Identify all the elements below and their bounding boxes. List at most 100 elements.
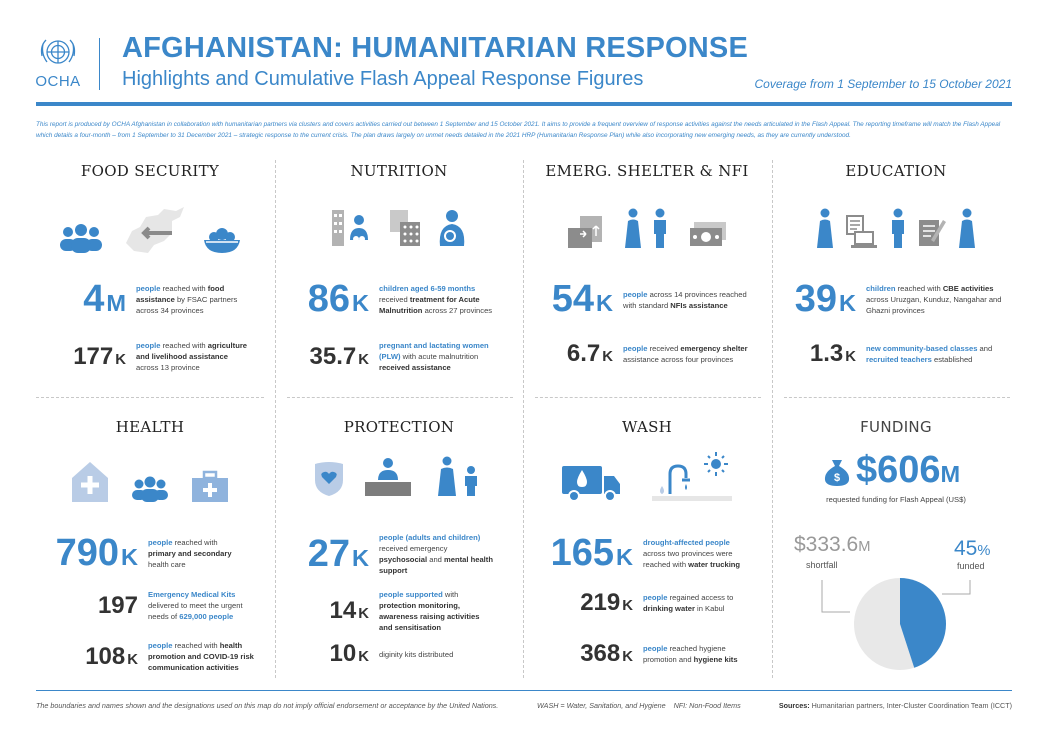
- stat-number: 6.7 K: [566, 340, 613, 367]
- svg-text:$: $: [834, 472, 840, 484]
- protection-stat-1: 27K people (adults and children) receive…: [281, 532, 497, 576]
- people-group-icon: [60, 224, 102, 253]
- food-stat-1: 4M people reached with food assistance b…: [34, 278, 246, 321]
- stat-description: people regained access to drinking water…: [643, 593, 734, 613]
- nfi-boxes-icon: [568, 216, 602, 248]
- page-title: AFGHANISTAN: HUMANITARIAN RESPONSE: [122, 32, 748, 64]
- food-bowl-icon: [204, 228, 240, 253]
- row-divider: [287, 397, 513, 398]
- ocha-logo: OCHA: [30, 34, 86, 90]
- exercise-book-icon: [919, 220, 946, 246]
- stat-number: 86K: [307, 278, 369, 320]
- supplement-child-icon: [332, 210, 368, 246]
- protection-stat-3: 10 K diginity kits distributed: [281, 640, 495, 668]
- money-bag-icon: $: [824, 460, 850, 486]
- stat-number: 10 K: [329, 640, 369, 667]
- stat-description: new community-based classes and recruite…: [866, 344, 993, 364]
- shortfall-amount: $333.6M: [794, 533, 871, 556]
- cluster-nutrition: NUTRITION 86K children aged 6-59 months …: [275, 0, 523, 741]
- column-divider: [523, 160, 524, 678]
- protection-icons: [275, 456, 523, 498]
- column-divider: [772, 160, 773, 678]
- stat-number: 4M: [83, 278, 126, 320]
- health-stat-3: 108 K people reached with health promotio…: [34, 640, 258, 673]
- pie-slice-shortfall: [854, 578, 915, 670]
- logo-text: OCHA: [35, 73, 81, 90]
- cluster-title: NUTRITION: [350, 162, 448, 180]
- nutrition-stat-1: 86K children aged 6-59 months received t…: [281, 278, 495, 321]
- intro-text: This report is produced by OCHA Afghanis…: [36, 121, 1001, 139]
- wash-stat-2: 219 K people regained access to drinking …: [529, 589, 753, 617]
- shelter-icons: [523, 208, 771, 250]
- stat-number: 197: [97, 591, 138, 619]
- stat-number: 27K: [307, 532, 369, 575]
- stat-description: pregnant and lactating women (PLW) with …: [379, 341, 489, 372]
- footer-sources: Sources: Humanitarian partners, Inter-Cl…: [778, 701, 1012, 710]
- cluster-title: PROTECTION: [343, 418, 455, 436]
- funding-requested-amount: $606M: [856, 449, 961, 491]
- education-stat-2: 1.3 K new community-based classes and rec…: [776, 340, 1002, 368]
- cluster-food-security: FOOD SECURITY 4M people reached with foo…: [26, 0, 274, 741]
- stat-description: diginity kits distributed: [379, 649, 454, 659]
- header-separator: [99, 38, 100, 90]
- stat-number: 108 K: [85, 642, 138, 670]
- stat-description: people received emergency shelter assist…: [623, 344, 748, 364]
- girl-student-icon: [959, 208, 975, 248]
- stat-number: 177 K: [73, 342, 126, 370]
- stat-description: people reached with food assistance by F…: [136, 284, 238, 315]
- header-rule: [36, 102, 1012, 106]
- health-stat-2: 197 Emergency Medical Kits delivered to …: [34, 589, 252, 622]
- funded-label: funded: [957, 561, 985, 571]
- stat-description: people supported with protection monitor…: [379, 590, 480, 632]
- cluster-title: WASH: [621, 418, 673, 436]
- water-tap-sun-icon: [652, 452, 732, 501]
- shortfall-leader-line: [821, 580, 850, 613]
- page-subtitle: Highlights and Cumulative Flash Appeal R…: [122, 68, 644, 90]
- stat-description: people reached with agriculture and live…: [136, 341, 248, 372]
- footer-rule: [36, 690, 1012, 691]
- un-emblem-icon: [40, 39, 76, 64]
- pie-slice-funded: [900, 578, 946, 668]
- cash-icon: [690, 222, 726, 246]
- coverage-period: Coverage from 1 September to 15 October …: [754, 77, 1012, 91]
- shelter-stat-2: 6.7 K people received emergency shelter a…: [531, 340, 749, 368]
- cluster-wash: WASH 165K drought-affected people across…: [523, 0, 771, 741]
- people-standing-icon: [625, 208, 666, 248]
- nutrition-icons: [275, 208, 523, 248]
- stat-number: 14 K: [329, 597, 369, 624]
- medical-kit-icon: [192, 470, 228, 502]
- classroom-computer-icon: [846, 215, 877, 248]
- stat-description: Emergency Medical Kits delivered to meet…: [148, 590, 243, 621]
- shelter-stat-1: 54K people across 14 provinces reached w…: [531, 278, 747, 321]
- food-icons: [26, 205, 274, 255]
- stat-number: 368 K: [580, 640, 633, 667]
- stat-description: children aged 6-59 months received treat…: [379, 284, 493, 315]
- funding-pie-chart: [821, 578, 971, 670]
- stat-number: 54K: [551, 278, 613, 320]
- footer-abbreviations: WASH = Water, Sanitation, and Hygiene NF…: [537, 701, 741, 710]
- funded-percent: 45%: [954, 537, 991, 560]
- nutrition-stat-2: 35.7 K pregnant and lactating women (PLW)…: [281, 340, 495, 373]
- stat-number: 35.7 K: [309, 342, 369, 370]
- afghanistan-map-icon: [126, 207, 184, 253]
- stat-number: 219 K: [580, 589, 633, 616]
- cluster-title: EDUCATION: [845, 162, 947, 180]
- health-stat-1: 790K people reached with primary and sec…: [34, 532, 244, 575]
- cluster-title: FOOD SECURITY: [80, 162, 220, 180]
- protection-stat-2: 14 K people supported with protection mon…: [281, 589, 495, 633]
- column-divider: [275, 160, 276, 678]
- people-group-icon: [132, 476, 168, 502]
- cluster-health: HEALTH 790K people reached with primary …: [26, 0, 274, 741]
- health-icons: [26, 460, 274, 504]
- funding-requested-label: requested funding for Flash Appeal (US$): [826, 495, 966, 504]
- stat-number: 790K: [55, 532, 138, 574]
- cluster-title: HEALTH: [115, 418, 185, 436]
- water-truck-icon: [562, 466, 620, 502]
- woman-child-icon: [438, 456, 477, 496]
- footer-disclaimer: The boundaries and names shown and the d…: [36, 701, 499, 710]
- cluster-shelter-nfi: EMERG. SHELTER & NFI 54K people across 1…: [523, 0, 771, 741]
- row-divider: [784, 397, 1010, 398]
- wash-icons: [523, 450, 771, 504]
- stat-description: people across 14 provinces reached with …: [623, 289, 747, 310]
- stat-number: 1.3 K: [809, 340, 856, 367]
